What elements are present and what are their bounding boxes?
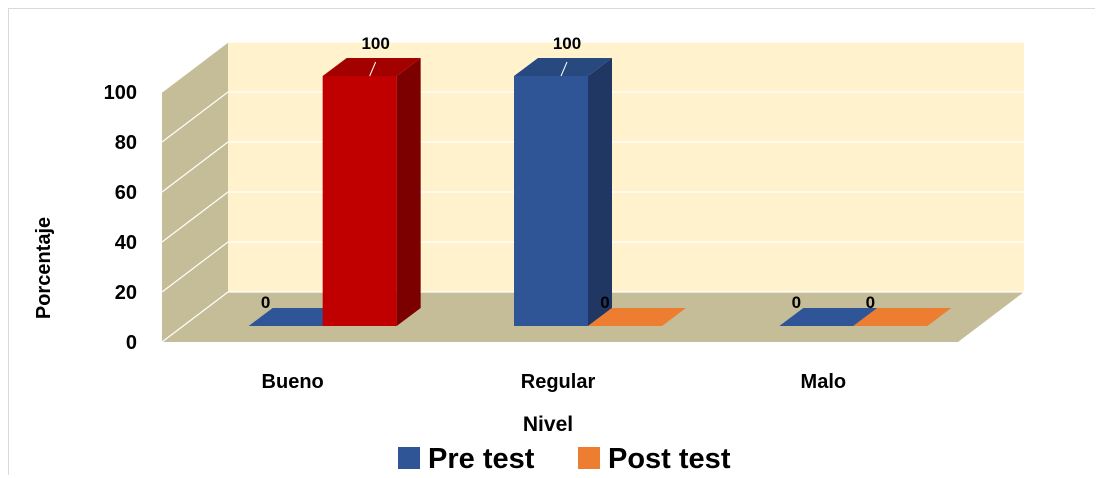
data-label: 0 [600,293,609,312]
bar-front [322,76,397,326]
y-tick-label: 40 [115,232,137,254]
bar-side [588,58,612,326]
y-tick-label: 0 [126,332,137,354]
x-axis-title: Nivel [523,413,573,436]
data-label: 100 [553,34,581,53]
data-label: 0 [866,293,875,312]
legend-label: Pre test [428,443,535,475]
legend: Pre test Post test [398,443,731,475]
bar-flat [779,308,878,326]
leader-line [560,61,568,77]
gridline [161,41,1024,93]
gridline [161,291,1024,343]
legend-swatch [578,447,600,469]
bars [248,58,952,326]
data-label: 100 [361,34,389,53]
bar-flat [588,308,686,326]
gridlines [161,41,1024,343]
bar-top [514,58,612,76]
chart-frame [8,8,1095,475]
bar-front [514,76,588,326]
x-category-labels: Bueno Regular Malo [262,371,847,393]
y-tick-label: 60 [115,182,137,204]
data-labels: 0 100 100 0 0 0 [261,34,875,312]
bar-flat [248,308,347,326]
bar-side [396,58,421,326]
x-category-label: Regular [521,371,596,393]
x-category-label: Malo [801,371,847,393]
gridline [161,91,1024,143]
data-label: 0 [261,293,270,312]
x-category-label: Bueno [262,371,324,393]
side-wall [162,42,228,342]
y-tick-label: 20 [115,282,137,304]
y-axis-title: Porcentaje [33,217,55,319]
y-tick-label: 80 [115,132,137,154]
legend-swatch [398,447,420,469]
gridline [161,191,1024,243]
bar-flat [853,308,952,326]
leader-line [369,61,377,77]
data-label: 0 [792,293,801,312]
gridline [161,141,1024,193]
back-wall [228,42,1024,292]
legend-label: Post test [608,443,731,475]
y-tick-labels: 0 20 40 60 80 100 [104,82,137,354]
bar-top [322,58,421,76]
gridline [161,241,1024,293]
y-tick-label: 100 [104,82,137,104]
